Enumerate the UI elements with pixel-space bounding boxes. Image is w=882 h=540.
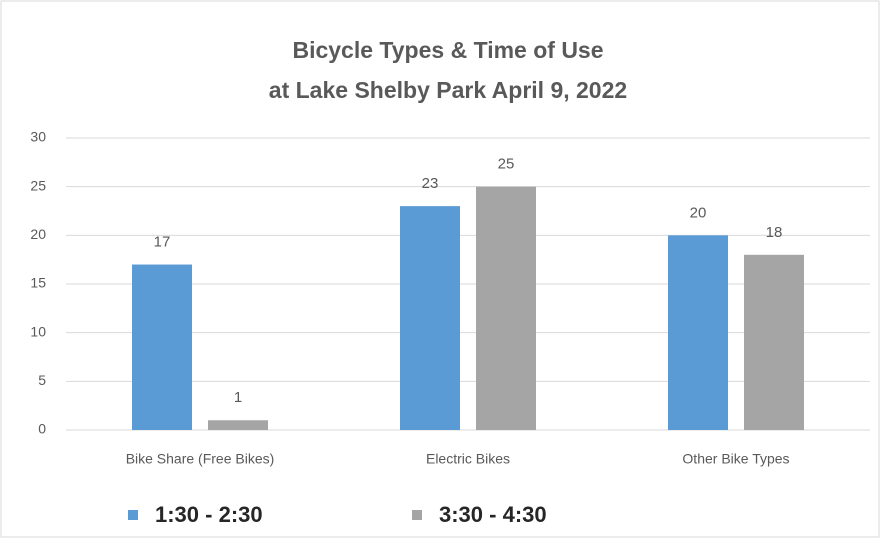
y-tick-label: 20 bbox=[30, 226, 46, 242]
y-tick-label: 0 bbox=[38, 421, 46, 437]
data-label: 17 bbox=[154, 234, 171, 251]
y-tick-label: 15 bbox=[30, 275, 46, 291]
data-label: 20 bbox=[690, 204, 707, 221]
bar bbox=[400, 206, 460, 430]
data-label: 1 bbox=[234, 389, 242, 406]
bar bbox=[744, 254, 804, 430]
legend-label: 1:30 - 2:30 bbox=[155, 502, 263, 527]
legend-swatch bbox=[128, 510, 138, 520]
y-tick-label: 25 bbox=[30, 177, 46, 193]
legend-swatch bbox=[412, 510, 422, 520]
data-label: 25 bbox=[498, 156, 515, 173]
chart-title: at Lake Shelby Park April 9, 2022 bbox=[269, 77, 627, 103]
y-tick-label: 30 bbox=[30, 129, 46, 145]
x-tick-label: Electric Bikes bbox=[426, 451, 510, 467]
data-label: 18 bbox=[766, 224, 783, 241]
data-label: 23 bbox=[422, 175, 439, 192]
bar bbox=[132, 264, 192, 430]
legend-label: 3:30 - 4:30 bbox=[439, 502, 547, 527]
bar bbox=[208, 420, 268, 430]
x-tick-label: Bike Share (Free Bikes) bbox=[126, 451, 275, 467]
bar bbox=[668, 235, 728, 430]
bar bbox=[476, 186, 536, 430]
y-tick-label: 10 bbox=[30, 323, 46, 339]
y-tick-label: 5 bbox=[38, 372, 46, 388]
chart-title: Bicycle Types & Time of Use bbox=[292, 37, 603, 63]
x-tick-label: Other Bike Types bbox=[682, 451, 789, 467]
